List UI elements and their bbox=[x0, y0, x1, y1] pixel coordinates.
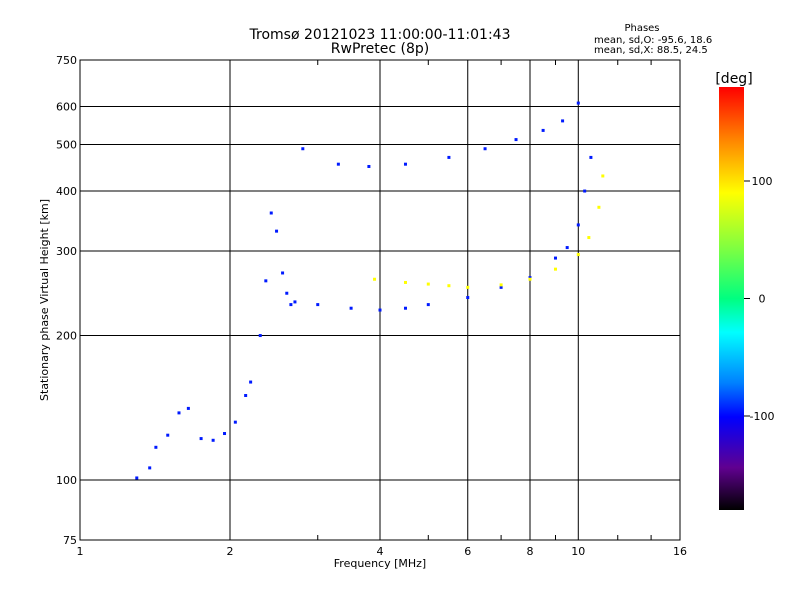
data-points bbox=[135, 101, 605, 480]
grid-lines bbox=[79, 59, 681, 541]
data-point bbox=[561, 119, 565, 123]
data-point bbox=[466, 296, 470, 300]
data-point bbox=[293, 300, 297, 304]
data-point bbox=[289, 303, 293, 307]
data-point bbox=[447, 284, 451, 288]
y-tick-label: 100 bbox=[56, 474, 77, 487]
data-point bbox=[403, 162, 407, 166]
data-point bbox=[373, 277, 377, 281]
data-point bbox=[576, 101, 580, 105]
data-point bbox=[264, 279, 268, 283]
colorbar-tick-label: 100 bbox=[752, 175, 773, 188]
data-point bbox=[166, 433, 170, 437]
colorbar bbox=[719, 87, 744, 510]
data-point bbox=[154, 445, 158, 449]
data-point bbox=[135, 476, 139, 480]
data-point bbox=[576, 253, 580, 257]
data-point bbox=[466, 285, 470, 289]
x-axis-ticks: 1 2 4 6 8 10 16 bbox=[77, 60, 687, 558]
data-point bbox=[244, 394, 248, 398]
data-point bbox=[233, 420, 237, 424]
data-point bbox=[211, 438, 215, 442]
chart-title: Tromsø 20121023 11:00:00-11:01:43 bbox=[249, 27, 511, 43]
data-point bbox=[269, 211, 273, 215]
y-tick-label: 600 bbox=[56, 101, 77, 114]
stats-x-line: mean, sd,X: 88.5, 24.5 bbox=[594, 45, 708, 56]
data-point bbox=[426, 303, 430, 307]
colorbar-label: [deg] bbox=[715, 71, 752, 87]
data-point bbox=[587, 236, 591, 240]
data-point bbox=[597, 205, 601, 209]
data-point bbox=[275, 229, 279, 233]
data-point bbox=[565, 246, 569, 250]
y-tick-label: 200 bbox=[56, 330, 77, 343]
data-point bbox=[583, 189, 587, 193]
data-point bbox=[553, 267, 557, 271]
data-point bbox=[367, 164, 371, 168]
y-tick-label: 400 bbox=[56, 185, 77, 198]
data-point bbox=[499, 283, 503, 287]
data-point bbox=[601, 174, 605, 178]
data-point bbox=[223, 432, 227, 436]
data-point bbox=[281, 271, 285, 275]
x-tick-label: 6 bbox=[464, 545, 471, 558]
stats-heading: Phases bbox=[624, 23, 659, 34]
data-point bbox=[349, 306, 353, 310]
x-tick-label: 16 bbox=[673, 545, 687, 558]
data-point bbox=[301, 147, 305, 151]
data-point bbox=[589, 155, 593, 159]
data-point bbox=[447, 155, 451, 159]
y-tick-label: 300 bbox=[56, 245, 77, 258]
colorbar-ticks: 100 0 -100 bbox=[744, 175, 774, 423]
data-point bbox=[426, 282, 430, 286]
data-point bbox=[378, 308, 382, 312]
y-tick-label: 75 bbox=[63, 534, 77, 547]
data-point bbox=[483, 147, 487, 151]
data-point bbox=[499, 285, 503, 289]
data-point bbox=[553, 256, 557, 260]
x-tick-label: 1 bbox=[77, 545, 84, 558]
data-point bbox=[336, 162, 340, 166]
data-point bbox=[177, 411, 181, 415]
data-point bbox=[514, 138, 518, 142]
data-point bbox=[403, 306, 407, 310]
stats-o-line: mean, sd,O: -95.6, 18.6 bbox=[594, 35, 712, 46]
x-axis-label: Frequency [MHz] bbox=[334, 557, 426, 570]
data-point bbox=[403, 280, 407, 284]
data-point bbox=[528, 277, 532, 281]
data-point bbox=[285, 291, 289, 295]
x-tick-label: 2 bbox=[227, 545, 234, 558]
data-point bbox=[249, 380, 253, 384]
colorbar-tick-label: -100 bbox=[750, 410, 775, 423]
data-point bbox=[186, 406, 190, 410]
data-point bbox=[576, 223, 580, 227]
colorbar-tick-label: 0 bbox=[759, 293, 766, 306]
chart-subtitle: RwPretec (8p) bbox=[331, 41, 429, 57]
data-point bbox=[258, 334, 262, 338]
data-point bbox=[541, 128, 545, 132]
data-point bbox=[528, 276, 532, 280]
x-tick-label: 8 bbox=[527, 545, 534, 558]
y-axis-label: Stationary phase Virtual Height [km] bbox=[38, 199, 51, 401]
y-tick-label: 750 bbox=[56, 54, 77, 67]
x-tick-label: 10 bbox=[571, 545, 585, 558]
plot-frame bbox=[79, 59, 681, 541]
data-point bbox=[148, 466, 152, 470]
y-axis-ticks: 75 100 200 300 400 500 600 750 bbox=[56, 54, 77, 547]
x-tick-label: 4 bbox=[377, 545, 384, 558]
y-tick-label: 500 bbox=[56, 139, 77, 152]
data-point bbox=[199, 437, 203, 441]
data-point bbox=[316, 303, 320, 307]
